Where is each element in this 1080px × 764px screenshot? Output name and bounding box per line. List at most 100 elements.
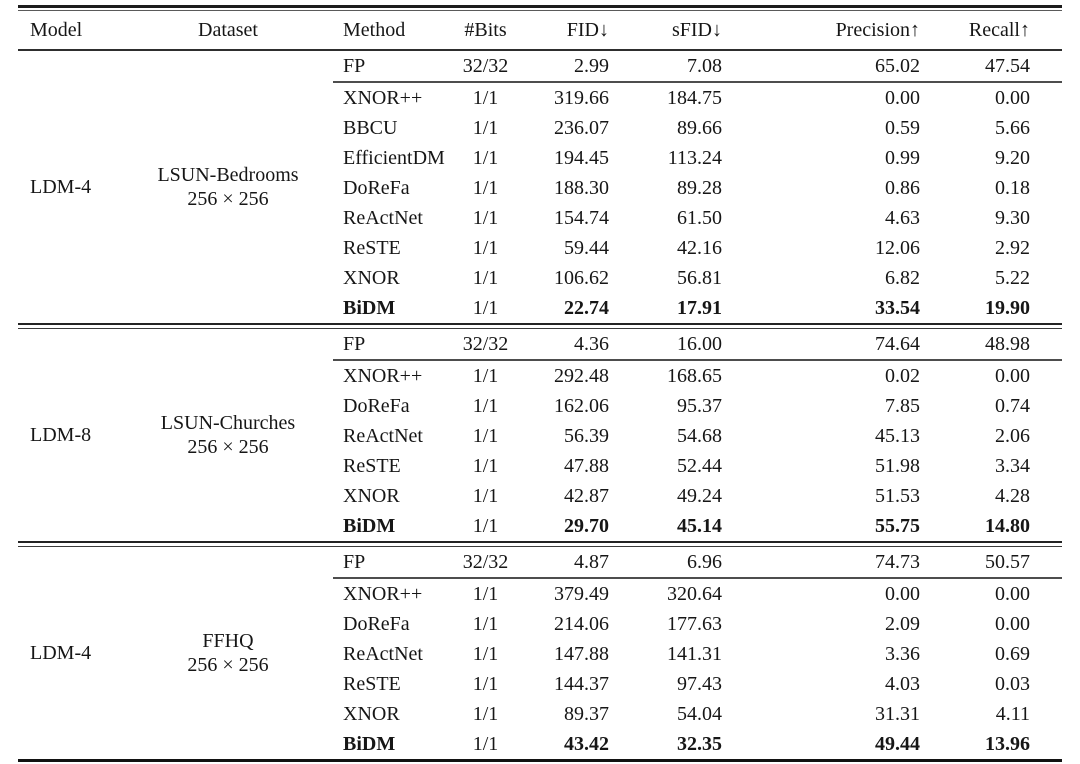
bits-cell: 1/1 — [472, 672, 499, 695]
precision-cell: 3.36 — [885, 642, 920, 665]
table-row: ReActNet 1/1 154.74 61.50 4.63 9.30 — [18, 203, 1062, 233]
sfid-cell: 32.35 — [677, 732, 722, 755]
method-cell: XNOR++ — [343, 86, 423, 109]
precision-cell: 6.82 — [885, 266, 920, 289]
sfid-cell: 42.16 — [677, 236, 722, 259]
sfid-cell: 141.31 — [667, 642, 722, 665]
precision-cell: 7.85 — [885, 394, 920, 417]
precision-cell: 33.54 — [875, 296, 920, 319]
column-header-precision: Precision↑ — [738, 10, 935, 51]
fid-cell: 162.06 — [554, 394, 609, 417]
table-row: ReActNet 1/1 56.39 54.68 45.13 2.06 — [18, 421, 1062, 451]
table-row: DoReFa 1/1 162.06 95.37 7.85 0.74 — [18, 391, 1062, 421]
fid-cell: 56.39 — [564, 424, 609, 447]
method-cell: XNOR++ — [343, 364, 423, 387]
fid-cell: 379.49 — [554, 582, 609, 605]
sfid-cell: 168.65 — [667, 364, 722, 387]
precision-cell: 2.09 — [885, 612, 920, 635]
column-header-bits: #Bits — [453, 10, 518, 51]
precision-cell: 49.44 — [875, 732, 920, 755]
recall-cell: 50.57 — [935, 546, 1062, 579]
bits-cell: 1/1 — [472, 364, 499, 387]
bits-cell: 1/1 — [472, 732, 499, 755]
precision-cell: 0.00 — [885, 582, 920, 605]
sfid-cell: 52.44 — [677, 454, 722, 477]
recall-cell: 5.22 — [995, 266, 1030, 289]
method-cell: FP — [333, 50, 453, 83]
recall-cell: 0.00 — [995, 582, 1030, 605]
recall-cell: 2.06 — [995, 424, 1030, 447]
bits-cell: 1/1 — [472, 116, 499, 139]
sfid-cell: 89.66 — [677, 116, 722, 139]
table-row: EfficientDM 1/1 194.45 113.24 0.99 9.20 — [18, 143, 1062, 173]
recall-cell: 0.18 — [995, 176, 1030, 199]
table-row: ReSTE 1/1 47.88 52.44 51.98 3.34 — [18, 451, 1062, 481]
bits-cell: 1/1 — [472, 612, 499, 635]
precision-cell: 0.00 — [885, 86, 920, 109]
model-cell: LDM-4 — [30, 175, 92, 198]
recall-cell: 2.92 — [995, 236, 1030, 259]
table-row: XNOR++ 1/1 319.66 184.75 0.00 0.00 — [18, 82, 1062, 113]
fid-cell: 214.06 — [554, 612, 609, 635]
precision-cell: 12.06 — [875, 236, 920, 259]
model-cell: LDM-8 — [30, 423, 92, 446]
recall-cell: 19.90 — [985, 296, 1030, 319]
dataset-name: LSUN-Churches — [160, 412, 296, 434]
bits-cell: 1/1 — [472, 702, 499, 725]
recall-cell: 13.96 — [985, 732, 1030, 755]
fid-cell: 106.62 — [554, 266, 609, 289]
bits-cell: 32/32 — [453, 50, 518, 83]
dataset-size: 256 × 256 — [187, 188, 269, 210]
dataset-cell: FFHQ 256 × 256 — [123, 547, 333, 761]
column-header-dataset: Dataset — [123, 10, 333, 51]
recall-cell: 0.00 — [995, 364, 1030, 387]
bits-cell: 32/32 — [453, 546, 518, 579]
bottom-rule-line — [18, 759, 1062, 763]
recall-cell: 4.11 — [995, 702, 1030, 725]
sfid-cell: 61.50 — [677, 206, 722, 229]
recall-cell: 5.66 — [995, 116, 1030, 139]
precision-cell: 51.53 — [875, 484, 920, 507]
precision-cell: 0.02 — [885, 364, 920, 387]
column-header-method: Method — [333, 10, 453, 51]
table-row: XNOR 1/1 42.87 49.24 51.53 4.28 — [18, 481, 1062, 511]
method-cell: DoReFa — [343, 612, 410, 635]
fid-cell: 2.99 — [518, 50, 623, 83]
sfid-cell: 45.14 — [677, 514, 722, 537]
bits-cell: 32/32 — [453, 328, 518, 361]
fid-cell: 59.44 — [564, 236, 609, 259]
results-table: Model Dataset Method #Bits FID↓ sFID↓ Pr… — [18, 5, 1062, 763]
top-rule — [18, 5, 1062, 11]
sfid-cell: 184.75 — [667, 86, 722, 109]
recall-cell: 48.98 — [935, 328, 1062, 361]
precision-cell: 45.13 — [875, 424, 920, 447]
sfid-cell: 16.00 — [623, 328, 738, 361]
recall-cell: 0.74 — [995, 394, 1030, 417]
table-row: XNOR++ 1/1 292.48 168.65 0.02 0.00 — [18, 360, 1062, 391]
recall-cell: 9.20 — [995, 146, 1030, 169]
precision-cell: 0.86 — [885, 176, 920, 199]
sfid-cell: 7.08 — [623, 50, 738, 83]
sfid-cell: 95.37 — [677, 394, 722, 417]
dataset-name: LSUN-Bedrooms — [157, 164, 299, 186]
column-header-sfid: sFID↓ — [623, 10, 738, 51]
bits-cell: 1/1 — [472, 394, 499, 417]
bits-cell: 1/1 — [472, 582, 499, 605]
method-cell: XNOR++ — [343, 582, 423, 605]
method-cell: XNOR — [343, 266, 400, 289]
table-row: LDM-4 FFHQ 256 × 256 FP 32/32 4.87 6.96 74.73 50… — [18, 546, 1062, 676]
precision-cell: 65.02 — [738, 50, 935, 83]
precision-cell: 55.75 — [875, 514, 920, 537]
recall-cell: 0.03 — [995, 672, 1030, 695]
recall-cell: 14.80 — [985, 514, 1030, 537]
precision-cell: 74.73 — [738, 546, 935, 579]
fid-cell: 147.88 — [554, 642, 609, 665]
bottom-rule — [18, 759, 1062, 763]
method-cell: ReActNet — [343, 206, 423, 229]
precision-cell: 51.98 — [875, 454, 920, 477]
method-cell: DoReFa — [343, 394, 410, 417]
method-cell: BiDM — [343, 732, 396, 755]
method-cell: XNOR — [343, 702, 400, 725]
recall-cell: 0.00 — [995, 86, 1030, 109]
